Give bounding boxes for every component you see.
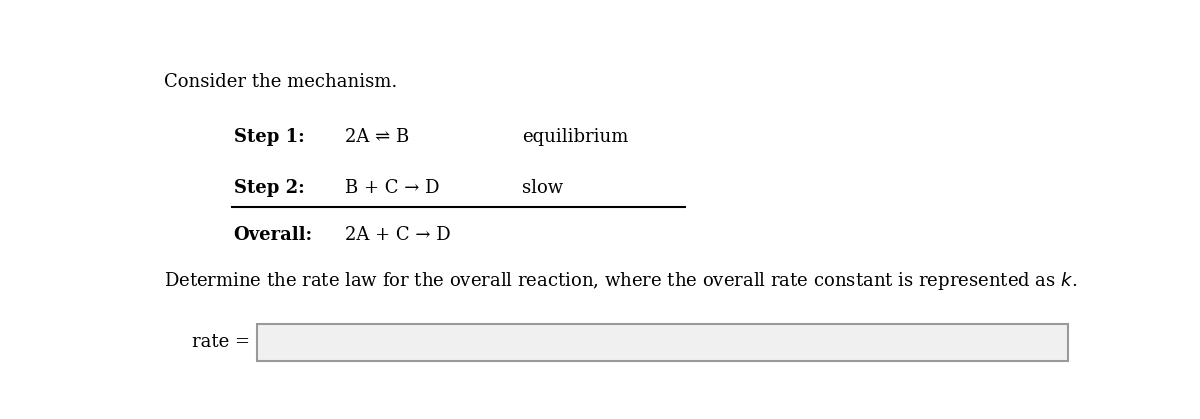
Text: Consider the mechanism.: Consider the mechanism. bbox=[164, 73, 397, 91]
Text: Determine the rate law for the overall reaction, where the overall rate constant: Determine the rate law for the overall r… bbox=[164, 270, 1078, 292]
Text: equilibrium: equilibrium bbox=[522, 128, 629, 146]
Text: slow: slow bbox=[522, 179, 563, 197]
Text: Overall:: Overall: bbox=[234, 226, 313, 244]
Text: B + C → D: B + C → D bbox=[346, 179, 439, 197]
Text: 2A + C → D: 2A + C → D bbox=[346, 226, 451, 244]
Text: Step 2:: Step 2: bbox=[234, 179, 305, 197]
Text: 2A ⇌ B: 2A ⇌ B bbox=[346, 128, 409, 146]
Text: rate =: rate = bbox=[192, 333, 250, 351]
FancyBboxPatch shape bbox=[257, 324, 1068, 361]
Text: Step 1:: Step 1: bbox=[234, 128, 305, 146]
